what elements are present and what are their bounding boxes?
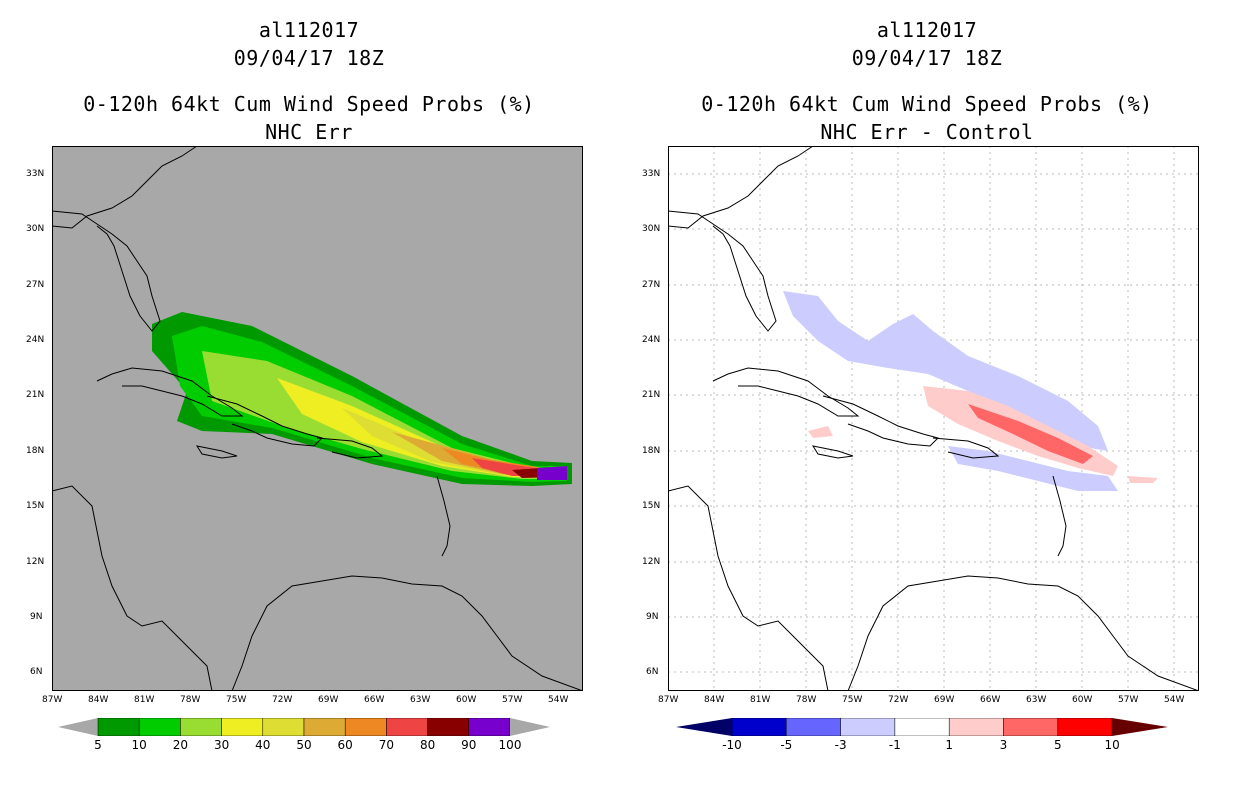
lat-label: 9N [646, 612, 659, 622]
lon-label: 57W [502, 695, 523, 705]
grid-lines [668, 146, 1199, 691]
lon-label: 81W [750, 695, 771, 705]
colorbar-swatch [180, 718, 222, 736]
colorbar-label: 10 [131, 738, 147, 752]
colorbar-label: 5 [94, 738, 102, 752]
lon-label: 60W [1072, 695, 1093, 705]
lat-label: 21N [26, 390, 45, 400]
map-left [52, 146, 583, 691]
colorbar-label: -5 [780, 738, 793, 752]
lon-label: 66W [980, 695, 1001, 705]
lat-label: 21N [642, 390, 661, 400]
colorbar-swatch [427, 718, 470, 736]
colorbar-label: 20 [172, 738, 189, 752]
colorbar-swatch [1057, 718, 1113, 736]
date-time: 09/04/17 18Z [233, 46, 385, 70]
colorbar-label: 40 [255, 738, 271, 752]
lon-label: 63W [410, 695, 431, 705]
colorbar-label: -1 [888, 738, 901, 752]
colorbar-swatch [344, 718, 387, 736]
colorbar-label: 30 [213, 738, 230, 752]
lat-label: 18N [642, 446, 661, 456]
lon-label: 84W [704, 695, 725, 705]
colorbar-swatch [948, 718, 1004, 736]
product-title: 0-120h 64kt Cum Wind Speed Probs (%) [83, 92, 535, 116]
probability-swath [152, 312, 572, 486]
colorbar-swatch [221, 718, 264, 736]
colorbar-label: 70 [378, 738, 395, 752]
lon-label: 87W [42, 695, 63, 705]
lon-label: 54W [1164, 695, 1185, 705]
right-panel: al112017 09/04/17 18Z 0-120h 64kt Cum Wi… [618, 0, 1236, 800]
colorbar-label: 10 [1104, 738, 1120, 752]
lat-label: 6N [30, 667, 43, 677]
lat-label: 15N [26, 501, 45, 511]
colorbar-label: 3 [999, 738, 1008, 752]
lat-label: 33N [26, 169, 45, 179]
storm-id: al112017 [258, 18, 360, 42]
lon-label: 75W [842, 695, 863, 705]
lon-label: 75W [226, 695, 247, 705]
product-title: 0-120h 64kt Cum Wind Speed Probs (%) [701, 92, 1153, 116]
lat-label: 27N [642, 280, 661, 290]
coastlines [52, 146, 583, 691]
colorbar-swatch [138, 718, 181, 736]
lon-label: 72W [272, 695, 293, 705]
colorbar-label: 80 [419, 738, 436, 752]
colorbar-label: 1 [945, 738, 953, 752]
lon-label: 87W [658, 695, 679, 705]
subtitle: NHC Err [265, 120, 353, 144]
lat-label: 12N [26, 557, 45, 567]
lon-label: 84W [88, 695, 109, 705]
lon-label: 69W [934, 695, 955, 705]
date-time: 09/04/17 18Z [851, 46, 1003, 70]
lon-label: 54W [548, 695, 569, 705]
lon-label: 78W [796, 695, 817, 705]
lon-label: 72W [888, 695, 909, 705]
colorbar-swatch [97, 718, 140, 736]
lat-label: 24N [26, 335, 45, 345]
lat-label: 18N [26, 446, 45, 456]
lat-label: 12N [642, 557, 661, 567]
colorbar-swatch [840, 718, 896, 736]
lat-label: 15N [642, 501, 661, 511]
lat-label: 9N [30, 612, 43, 622]
colorbar-swatch [386, 718, 428, 736]
colorbar-swatch [731, 718, 787, 736]
colorbar-label: 5 [1053, 738, 1062, 752]
lon-label: 66W [364, 695, 385, 705]
lat-label: 27N [26, 280, 45, 290]
storm-id: al112017 [876, 18, 978, 42]
lat-label: 30N [26, 224, 45, 234]
lat-label: 24N [642, 335, 661, 345]
left-panel: al112017 09/04/17 18Z 0-120h 64kt Cum Wi… [26, 18, 583, 752]
lon-label: 60W [456, 695, 477, 705]
colorbar-label: 90 [461, 738, 477, 752]
colorbar-swatch [894, 718, 950, 736]
colorbar-left [58, 718, 550, 736]
subtitle: NHC Err - Control [820, 120, 1034, 144]
colorbar-label: 50 [296, 738, 312, 752]
lat-label: 33N [642, 169, 661, 179]
colorbar-swatch [303, 718, 346, 736]
colorbar-label: 60 [337, 738, 353, 752]
colorbar-swatch [468, 718, 511, 736]
colorbar-label: -3 [834, 738, 847, 752]
lat-label: 30N [642, 224, 661, 234]
lon-label: 63W [1026, 695, 1047, 705]
colorbar-swatch [1003, 718, 1059, 736]
colorbar-right [676, 718, 1168, 736]
colorbar-label: 100 [498, 738, 522, 752]
lat-label: 6N [646, 667, 659, 677]
lon-label: 81W [134, 695, 155, 705]
coastlines [668, 146, 1199, 691]
colorbar-swatch [262, 718, 305, 736]
lon-label: 78W [180, 695, 201, 705]
lon-label: 57W [1118, 695, 1139, 705]
colorbar-label: -10 [722, 738, 742, 752]
colorbar-swatch [786, 718, 841, 736]
lon-label: 69W [318, 695, 339, 705]
map-right [668, 146, 1199, 691]
difference-shading [783, 291, 1158, 491]
